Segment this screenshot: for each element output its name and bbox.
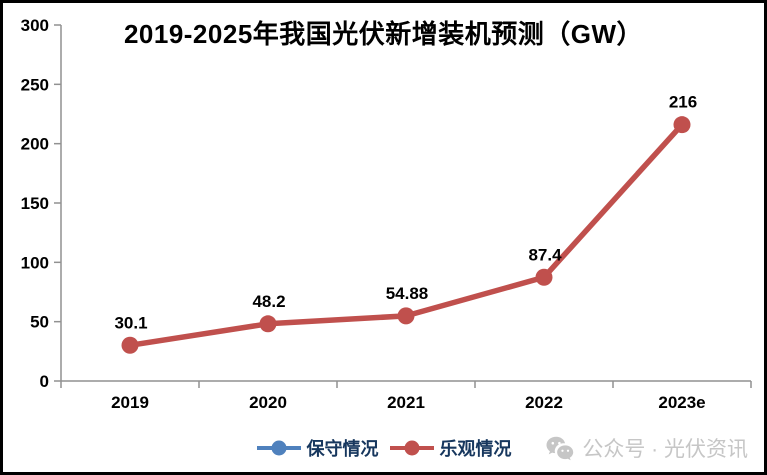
data-point-marker xyxy=(535,268,553,286)
watermark: 公众号 · 光伏资讯 xyxy=(545,433,748,463)
legend-item-conservative: 保守情况 xyxy=(256,435,379,461)
data-point-label: 216 xyxy=(669,93,697,112)
x-category-label: 2022 xyxy=(525,393,563,412)
legend-label-conservative: 保守情况 xyxy=(306,439,379,459)
legend: 保守情况 乐观情况 xyxy=(3,435,764,461)
data-point-label: 48.2 xyxy=(252,292,285,311)
x-category-label: 2020 xyxy=(249,393,287,412)
legend-item-optimistic: 乐观情况 xyxy=(389,435,512,461)
wechat-icon xyxy=(546,436,574,461)
data-point-marker xyxy=(397,307,415,325)
y-tick-label: 250 xyxy=(21,75,49,94)
data-point-label: 87.4 xyxy=(528,245,562,264)
legend-marker-line-icon xyxy=(389,440,434,456)
y-tick-label: 150 xyxy=(21,194,49,213)
data-point-marker xyxy=(673,116,691,134)
data-point-marker xyxy=(121,336,139,354)
data-point-label: 54.88 xyxy=(386,284,429,303)
y-tick-label: 200 xyxy=(21,135,49,154)
line-chart-canvas: 0 50 100 150 200 250 300 2019 2020 2021 2022 2023e 3… xyxy=(21,16,752,412)
data-point-label: 30.1 xyxy=(114,313,147,332)
watermark-text: 公众号 · 光伏资讯 xyxy=(582,438,748,461)
data-point-marker xyxy=(259,315,277,333)
x-category-label: 2019 xyxy=(111,393,149,412)
y-tick-label: 100 xyxy=(21,253,49,272)
chart-title: 2019-2025年我国光伏新增装机预测（GW） xyxy=(123,19,644,49)
legend-label-optimistic: 乐观情况 xyxy=(439,439,512,459)
x-category-label: 2021 xyxy=(387,393,425,412)
y-tick-label: 50 xyxy=(30,313,49,332)
y-tick-label: 0 xyxy=(40,372,49,391)
y-tick-label: 300 xyxy=(21,16,49,35)
x-category-label: 2023e xyxy=(658,393,705,412)
legend-marker-line-icon xyxy=(256,440,301,456)
